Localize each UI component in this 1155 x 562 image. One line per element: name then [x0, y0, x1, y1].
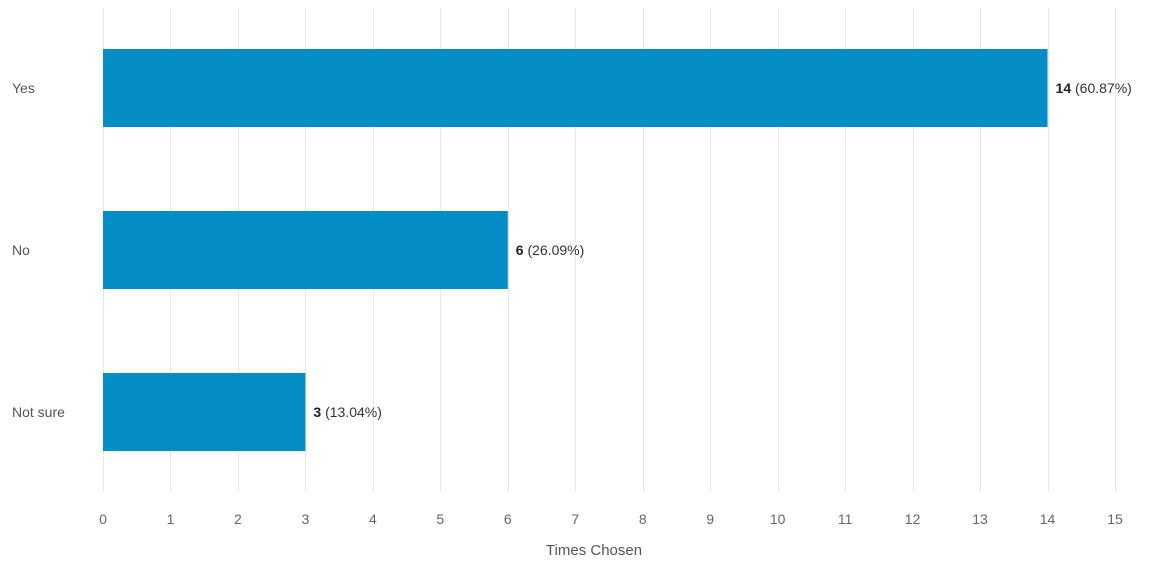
bar-no — [103, 211, 508, 289]
x-tick-label: 4 — [369, 511, 377, 527]
x-tick-label: 12 — [905, 511, 921, 527]
x-tick-label: 5 — [436, 511, 444, 527]
data-label-count: 6 — [516, 242, 524, 258]
category-label: Yes — [12, 80, 35, 96]
bar-not-sure — [103, 373, 306, 451]
x-tick-label: 9 — [706, 511, 714, 527]
data-label: 14 (60.87%) — [1056, 80, 1132, 96]
x-tick-label: 2 — [234, 511, 242, 527]
category-label: No — [12, 242, 30, 258]
x-tick-label: 7 — [571, 511, 579, 527]
x-axis-tick-labels: 0 1 2 3 4 5 6 7 8 9 10 11 12 13 14 15 — [99, 511, 1123, 527]
x-tick-label: 8 — [639, 511, 647, 527]
x-tick-label: 13 — [972, 511, 988, 527]
data-labels: 14 (60.87%) 6 (26.09%) 3 (13.04%) — [313, 80, 1131, 420]
x-axis-title: Times Chosen — [546, 542, 642, 559]
data-label-percent: (26.09%) — [524, 242, 585, 258]
data-label: 6 (26.09%) — [516, 242, 585, 258]
category-label: Not sure — [12, 404, 65, 420]
data-label-count: 3 — [313, 404, 321, 420]
x-tick-label: 10 — [770, 511, 786, 527]
data-label-percent: (60.87%) — [1071, 80, 1132, 96]
x-tick-label: 11 — [838, 511, 853, 527]
bar-yes — [103, 49, 1048, 127]
category-labels: Yes No Not sure — [12, 80, 65, 420]
x-tick-label: 15 — [1107, 511, 1123, 527]
data-label-percent: (13.04%) — [321, 404, 382, 420]
data-label: 3 (13.04%) — [313, 404, 382, 420]
x-tick-label: 0 — [99, 511, 107, 527]
bars — [103, 49, 1048, 451]
x-tick-label: 1 — [167, 511, 175, 527]
data-label-count: 14 — [1056, 80, 1072, 96]
x-tick-label: 14 — [1040, 511, 1056, 527]
x-tick-label: 6 — [504, 511, 512, 527]
x-tick-label: 3 — [302, 511, 310, 527]
